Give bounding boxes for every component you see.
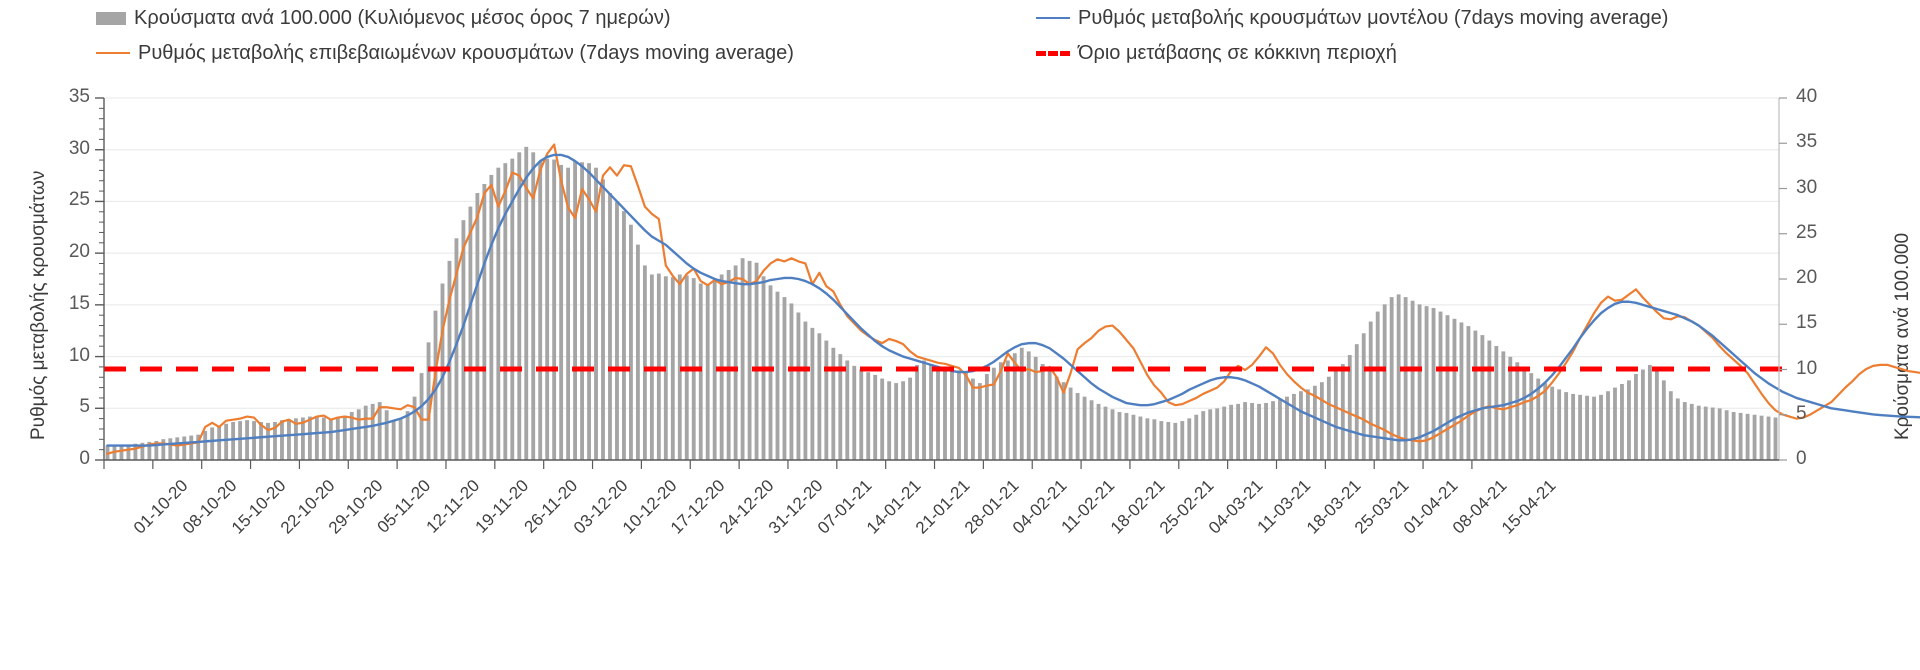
y-tick-label-left: 35 — [68, 86, 90, 107]
legend-label-threshold: Όριο μετάβασης σε κόκκινη περιοχή — [1078, 42, 1397, 64]
legend-item-threshold: Όριο μετάβασης σε κόκκινη περιοχή — [1036, 43, 1397, 63]
legend-label-confirmed-rate: Ρυθμός μεταβολής επιβεβαιωμένων κρουσμάτ… — [138, 42, 794, 64]
dashed-swatch-red-icon — [1036, 50, 1070, 56]
y-tick-label-left: 20 — [68, 241, 90, 263]
y-tick-label-left: 0 — [79, 448, 90, 469]
y-tick-label-left: 10 — [68, 344, 90, 366]
y-tick-label-right: 0 — [1796, 448, 1807, 469]
y-tick-label-left: 25 — [68, 189, 90, 211]
legend-item-bars: Κρούσματα ανά 100.000 (Κυλιόμενος μέσος … — [96, 8, 671, 28]
y-tick-label-left: 5 — [79, 396, 90, 418]
chart-legend: Κρούσματα ανά 100.000 (Κυλιόμενος μέσος … — [0, 0, 1920, 68]
legend-item-model-rate: Ρυθμός μεταβολής κρουσμάτων μοντέλου (7d… — [1036, 8, 1668, 28]
y-tick-label-right: 15 — [1796, 312, 1818, 334]
legend-item-confirmed-rate: Ρυθμός μεταβολής επιβεβαιωμένων κρουσμάτ… — [96, 43, 794, 63]
legend-label-bars: Κρούσματα ανά 100.000 (Κυλιόμενος μέσος … — [134, 7, 671, 29]
line-swatch-orange-icon — [96, 52, 130, 54]
y-tick-label-right: 20 — [1796, 267, 1818, 288]
bar-swatch-icon — [96, 11, 126, 25]
line-swatch-blue-icon — [1036, 17, 1070, 19]
legend-label-model-rate: Ρυθμός μεταβολής κρουσμάτων μοντέλου (7d… — [1078, 7, 1669, 29]
y-tick-label-right: 40 — [1796, 86, 1818, 107]
y-tick-label-right: 10 — [1796, 357, 1818, 379]
y-tick-label-left: 15 — [68, 292, 90, 314]
y-tick-label-left: 30 — [68, 137, 90, 159]
y-tick-label-right: 25 — [1796, 221, 1818, 243]
y-tick-label-right: 30 — [1796, 176, 1818, 198]
y-tick-label-right: 35 — [1796, 131, 1818, 153]
y-tick-label-right: 5 — [1796, 402, 1807, 424]
